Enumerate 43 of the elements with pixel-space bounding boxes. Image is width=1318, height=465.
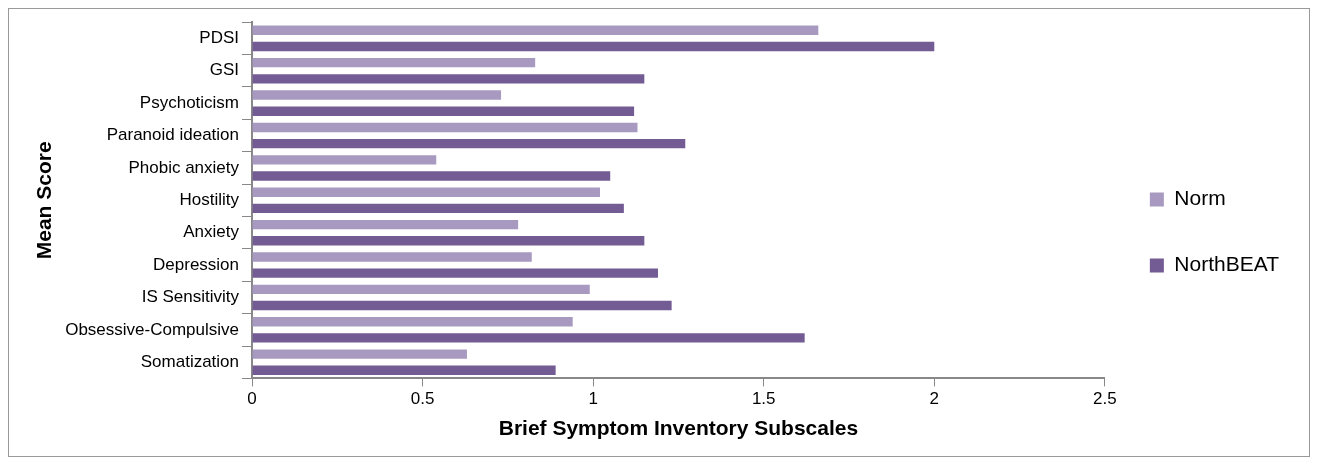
bar <box>252 41 935 52</box>
x-tick-label: 1.5 <box>751 389 776 409</box>
x-tick-label: 2.5 <box>1093 389 1117 409</box>
y-tick-label: Anxiety <box>183 222 240 242</box>
bar <box>252 187 600 197</box>
bar <box>252 25 819 35</box>
bar <box>252 74 645 84</box>
x-tick-label: 0 <box>247 389 257 409</box>
bar <box>252 365 556 375</box>
legend-label: NorthBEAT <box>1174 252 1280 276</box>
y-tick-label: Obsessive-Compulsive <box>65 319 240 339</box>
bar <box>252 333 805 343</box>
legend-label: Norm <box>1174 186 1226 210</box>
y-tick-label: IS Sensitivity <box>141 287 240 307</box>
bar <box>252 236 645 246</box>
bar <box>252 122 638 133</box>
x-tick-label: 2 <box>929 389 940 409</box>
bar <box>252 219 519 230</box>
y-tick-label: Hostility <box>179 189 240 209</box>
y-tick-label: Somatization <box>140 351 240 371</box>
x-tick-label: 1 <box>588 389 598 409</box>
bar <box>252 171 611 181</box>
bar <box>252 252 532 262</box>
bar <box>252 57 536 68</box>
bar <box>252 349 467 359</box>
y-tick-label: PDSI <box>199 28 240 48</box>
y-tick-label: Psychoticism <box>139 92 240 112</box>
bar <box>252 317 573 327</box>
bar <box>252 155 437 165</box>
y-tick-label: Depression <box>153 254 240 274</box>
y-tick-label: Phobic anxiety <box>128 157 240 177</box>
bar <box>252 138 686 149</box>
y-tick-label: Paranoid ideation <box>106 125 240 145</box>
bar <box>252 300 672 311</box>
bar <box>252 268 658 278</box>
bar <box>252 284 590 295</box>
bar <box>252 90 502 100</box>
y-tick-label: GSI <box>209 60 240 80</box>
bar <box>252 203 624 214</box>
x-tick-label: 0.5 <box>410 389 435 409</box>
x-axis-title: Brief Symptom Inventory Subscales <box>498 416 859 440</box>
bar <box>252 106 635 116</box>
y-axis-title: Mean Score <box>32 141 56 260</box>
